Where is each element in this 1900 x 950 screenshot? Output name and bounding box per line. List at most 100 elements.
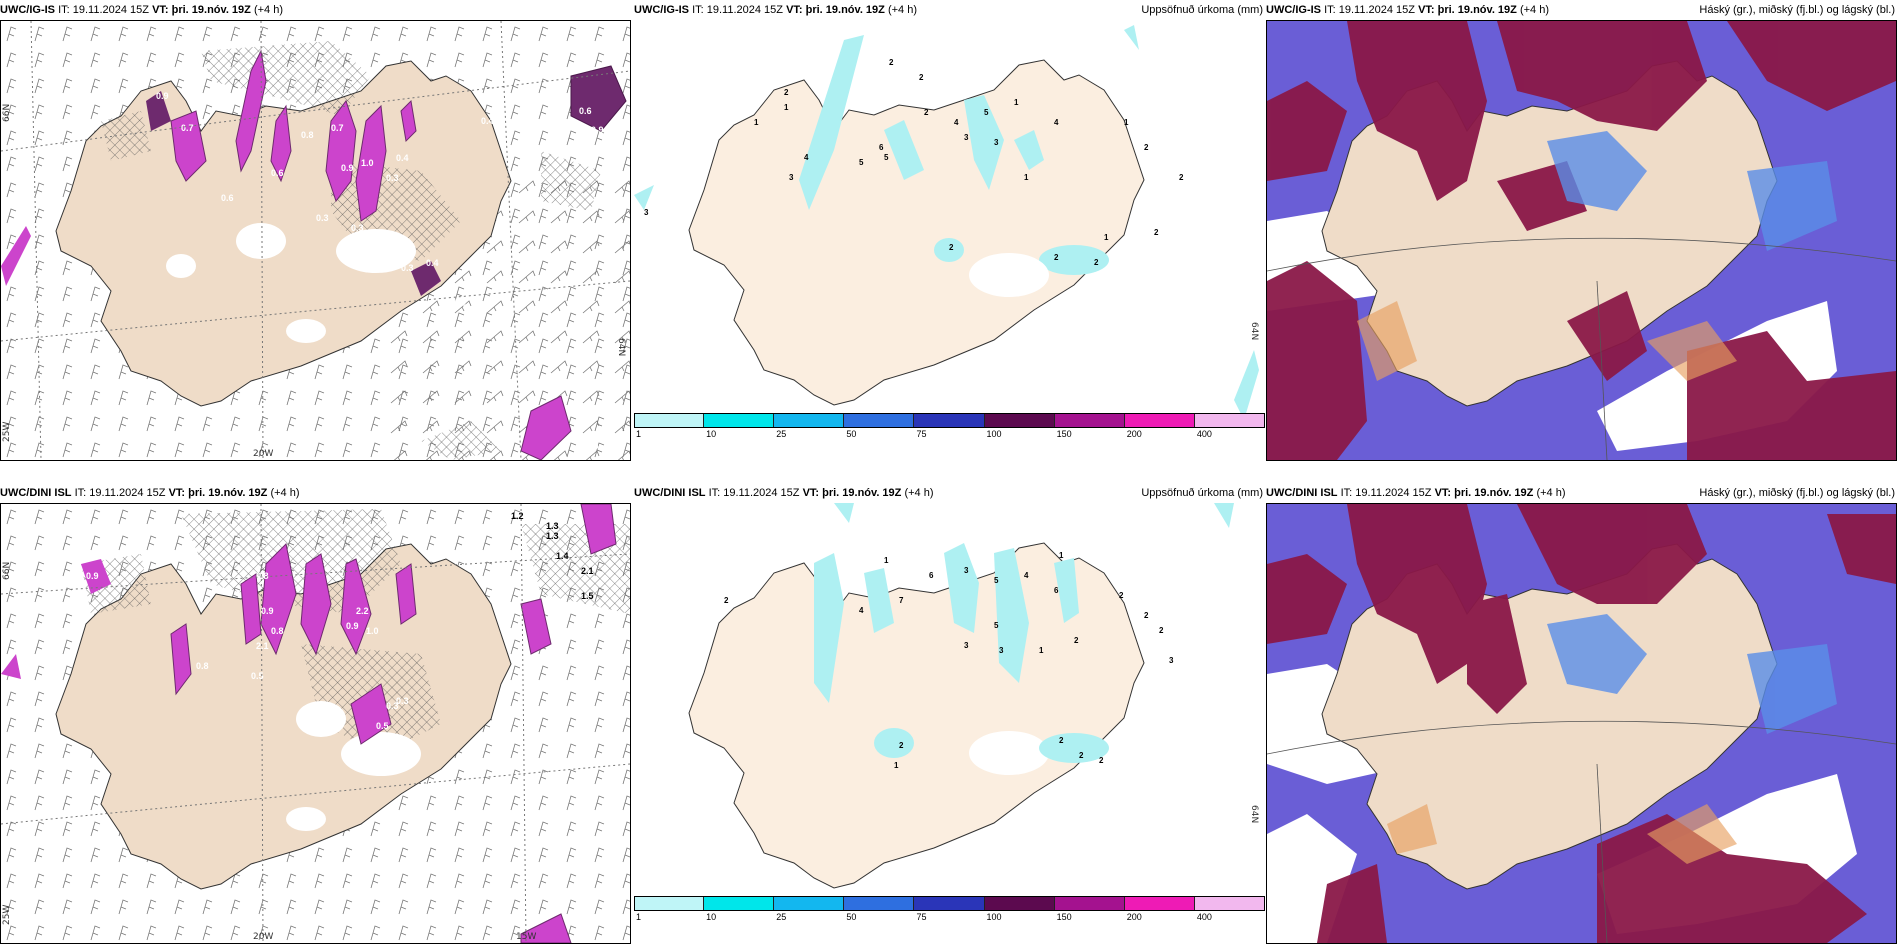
- svg-text:1.4: 1.4: [556, 551, 569, 561]
- it-label: IT:: [1340, 487, 1353, 499]
- mid-cloud: [1357, 131, 1837, 381]
- convective-precip: [1, 49, 627, 460]
- svg-text:2.1: 2.1: [256, 641, 269, 651]
- svg-text:1: 1: [1059, 551, 1064, 560]
- svg-text:0.4: 0.4: [481, 116, 494, 126]
- colorbar-tick-label: 1: [636, 429, 642, 439]
- svg-text:0.9: 0.9: [341, 163, 354, 173]
- it-value: 19.11.2024 15Z: [1355, 487, 1432, 499]
- panel-title: Háský (gr.), miðský (fj.bl.) og lágský (…: [1699, 487, 1895, 499]
- svg-text:1: 1: [1104, 233, 1109, 242]
- wind-convection-map: 0.9 0.8 1.2 1.3 1.3 1.4 2.1 1.5 2.2 0.9 …: [1, 504, 630, 943]
- svg-text:5: 5: [994, 576, 999, 585]
- svg-text:0.4: 0.4: [426, 258, 439, 268]
- svg-text:2: 2: [899, 741, 904, 750]
- model-name: UWC/DINI ISL: [0, 487, 72, 499]
- svg-text:1: 1: [1039, 646, 1044, 655]
- vt-value: þri. 19.nóv. 19Z: [171, 4, 251, 16]
- precipitation-map: 2 2 2 1 1 3 4 5 6 5 2 3 4 5 3 1 1 4 1 2: [634, 25, 1259, 420]
- svg-text:0.9: 0.9: [156, 91, 169, 101]
- it-label: IT:: [74, 487, 87, 499]
- lat-label: 64N: [616, 338, 626, 356]
- colorbar-tick-label: 50: [846, 912, 857, 922]
- svg-text:0.9: 0.9: [591, 125, 604, 135]
- panel-top-right: UWC/IG-IS IT: 19.11.2024 15Z VT: þri. 19…: [1266, 0, 1897, 461]
- panel-bottom-left: UWC/DINI ISL IT: 19.11.2024 15Z VT: þri.…: [0, 483, 631, 944]
- vt-label: VT:: [168, 487, 186, 499]
- it-value: 19.11.2024 15Z: [723, 487, 800, 499]
- svg-text:0.9: 0.9: [346, 621, 359, 631]
- panel-header: UWC/IG-IS IT: 19.11.2024 15Z VT: þri. 19…: [634, 0, 1265, 20]
- svg-text:0.4: 0.4: [519, 108, 532, 118]
- lon-label: 25W: [2, 905, 12, 925]
- lead-time: (+4 h): [887, 4, 918, 16]
- model-name: UWC/DINI ISL: [1266, 487, 1338, 499]
- svg-text:0.3: 0.3: [351, 223, 364, 233]
- svg-text:5: 5: [884, 153, 889, 162]
- map-frame: 0.9 0.6 0.7 0.9 1.0 0.4 0.4 0.6 0.9 0.4 …: [0, 20, 631, 461]
- panel-title: Uppsöfnuð úrkoma (mm): [1141, 487, 1263, 499]
- svg-text:2: 2: [1054, 253, 1059, 262]
- colorbar-segment: [984, 896, 1055, 911]
- colorbar-tick-label: 10: [706, 429, 717, 439]
- map-frame: 2 1 4 7 6 3 5 4 1 6 2 1 3 5 3 2 2 2 2 1: [634, 503, 1263, 942]
- svg-text:0.3: 0.3: [396, 696, 409, 706]
- panel-title: Uppsöfnuð úrkoma (mm): [1141, 4, 1263, 16]
- svg-text:3: 3: [644, 208, 649, 217]
- lat-label: 66N: [2, 104, 12, 122]
- lon-label: 15W: [516, 932, 536, 942]
- map-frame: 0.9 0.8 1.2 1.3 1.3 1.4 2.1 1.5 2.2 0.9 …: [0, 503, 631, 944]
- panel-title: Háský (gr.), miðský (fj.bl.) og lágský (…: [1699, 4, 1895, 16]
- colorbar-segment: [844, 413, 915, 428]
- svg-text:6: 6: [1054, 586, 1059, 595]
- lat-label: 64N: [1249, 805, 1259, 823]
- svg-text:2: 2: [1159, 626, 1164, 635]
- lead-time: (+4 h): [270, 487, 300, 499]
- svg-text:2: 2: [1179, 173, 1184, 182]
- svg-text:2: 2: [1119, 591, 1124, 600]
- lead-time: (+4 h): [904, 487, 934, 499]
- svg-text:0.8: 0.8: [256, 571, 269, 581]
- svg-text:3: 3: [964, 641, 969, 650]
- svg-text:4: 4: [1054, 118, 1059, 127]
- svg-text:2: 2: [919, 73, 924, 82]
- svg-text:0.3: 0.3: [386, 173, 399, 183]
- svg-text:0.6: 0.6: [271, 168, 284, 178]
- lead-time: (+4 h): [1536, 487, 1566, 499]
- svg-text:2: 2: [1094, 258, 1099, 267]
- colorbar-tick-label: 10: [706, 912, 717, 922]
- vt-value: þri. 19.nóv. 19Z: [188, 487, 268, 499]
- colorbar-tick-label: 1: [636, 912, 642, 922]
- svg-text:1: 1: [784, 103, 789, 112]
- svg-text:0.7: 0.7: [181, 123, 194, 133]
- colorbar-tick-label: 75: [916, 429, 927, 439]
- mid-cloud: [1387, 614, 1837, 864]
- it-label: IT:: [58, 4, 70, 16]
- lead-time: (+4 h): [253, 4, 284, 16]
- cloud-cover-map: [1267, 504, 1896, 943]
- svg-text:0.9: 0.9: [261, 606, 274, 616]
- lon-label: 25W: [2, 422, 12, 442]
- svg-text:0.7: 0.7: [331, 123, 344, 133]
- colorbar-segment: [914, 413, 985, 428]
- svg-text:1: 1: [754, 118, 759, 127]
- convective-values: 0.9 0.8 1.2 1.3 1.3 1.4 2.1 1.5 2.2 0.9 …: [86, 511, 594, 731]
- svg-text:3: 3: [994, 138, 999, 147]
- convective-precip: [1, 504, 617, 943]
- svg-text:5: 5: [984, 108, 989, 117]
- vt-value: þri. 19.nóv. 19Z: [1454, 487, 1534, 499]
- vt-label: VT:: [786, 4, 803, 16]
- graticule: 66N 64N 20W 25W: [1, 21, 630, 460]
- svg-text:1.5: 1.5: [581, 591, 594, 601]
- iceland-land: [55, 543, 512, 890]
- colorbar-tick-label: 75: [916, 912, 927, 922]
- lat-label: 64N: [1249, 322, 1259, 340]
- vt-label: VT:: [152, 4, 169, 16]
- lead-time: (+4 h): [1519, 4, 1550, 16]
- it-label: IT:: [692, 4, 704, 16]
- panel-bottom-mid: UWC/DINI ISL IT: 19.11.2024 15Z VT: þri.…: [634, 483, 1265, 944]
- it-value: 19.11.2024 15Z: [72, 4, 149, 16]
- vt-label: VT:: [1434, 487, 1452, 499]
- svg-text:2: 2: [1144, 143, 1149, 152]
- colorbar-tick-label: 100: [986, 429, 1002, 439]
